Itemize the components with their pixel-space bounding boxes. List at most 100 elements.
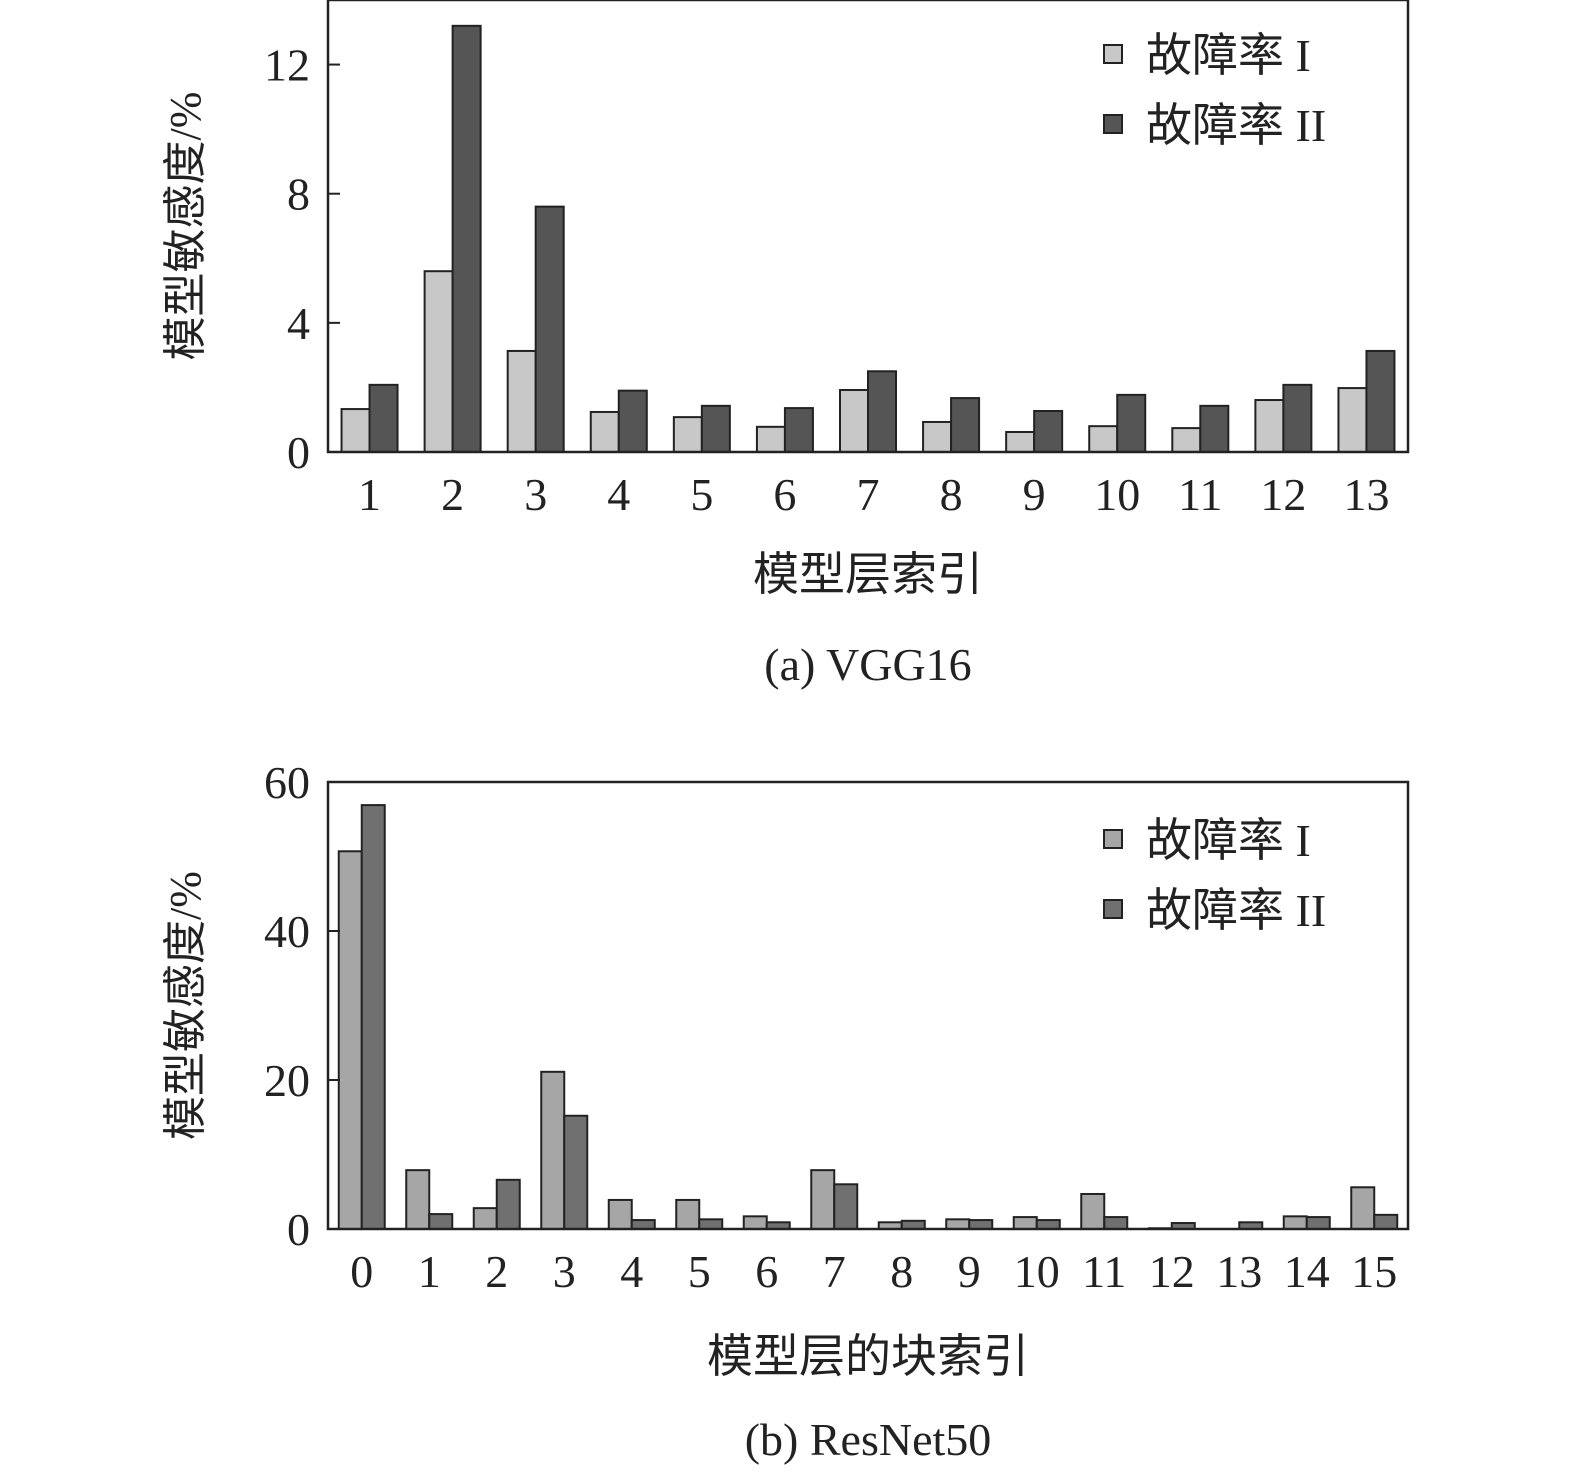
bar-series1-6: [742, 1215, 768, 1230]
bar-series1-2: [423, 270, 454, 454]
bar-series2-9: [1033, 409, 1064, 453]
chart-caption: (b) ResNet50: [745, 1414, 992, 1465]
bar-series1-5: [672, 416, 703, 454]
x-tick-label: 10: [1014, 1246, 1060, 1297]
x-tick-label: 11: [1178, 469, 1222, 520]
y-tick-label: 4: [287, 298, 310, 349]
bar-series2-12: [1282, 383, 1313, 453]
bar-series2-2: [495, 1178, 521, 1230]
x-tick-label: 14: [1284, 1246, 1330, 1297]
bar-series1-11: [1171, 427, 1202, 454]
bar-series1-1: [405, 1169, 431, 1231]
legend-swatch: [1103, 899, 1123, 919]
bar-series2-13: [1365, 349, 1396, 453]
x-tick-label: 12: [1149, 1246, 1195, 1297]
bar-series1-3: [540, 1070, 566, 1231]
bar-series2-4: [617, 389, 648, 453]
bar-series2-9: [968, 1219, 994, 1231]
bar-series1-6: [755, 425, 786, 453]
x-tick-label: 2: [485, 1246, 508, 1297]
y-tick-label: 60: [264, 757, 310, 808]
x-tick-label: 3: [524, 469, 547, 520]
bar-series1-3: [506, 349, 537, 453]
bar-series1-13: [1337, 387, 1368, 453]
bar-series1-15: [1350, 1186, 1376, 1231]
y-tick-label: 8: [287, 169, 310, 220]
bar-series2-15: [1373, 1213, 1399, 1230]
bar-series2-3: [563, 1114, 589, 1231]
x-tick-label: 7: [857, 469, 880, 520]
y-axis-label: 模型敏感度/%: [161, 92, 210, 361]
bar-series2-5: [700, 404, 731, 453]
bar-series2-8: [950, 397, 981, 453]
bar-series2-6: [783, 407, 814, 454]
bar-series2-0: [360, 804, 386, 1230]
legend-label: 故障率 I: [1146, 30, 1311, 81]
bar-series2-7: [867, 370, 897, 453]
x-tick-label: 4: [620, 1246, 643, 1297]
y-tick-label: 20: [264, 1055, 310, 1106]
bar-series1-4: [589, 410, 620, 454]
bar-series1-9: [945, 1218, 971, 1230]
bar-series1-0: [337, 850, 363, 1230]
x-tick-label: 4: [607, 469, 630, 520]
x-tick-label: 1: [418, 1246, 441, 1297]
bar-series1-4: [607, 1198, 633, 1230]
bar-series1-7: [839, 389, 869, 453]
bar-series2-11: [1103, 1216, 1129, 1230]
bar-series1-9: [1005, 430, 1036, 453]
x-tick-label: 3: [553, 1246, 576, 1297]
x-tick-label: 8: [890, 1246, 913, 1297]
legend-label: 故障率 II: [1146, 100, 1326, 151]
x-tick-label: 6: [773, 469, 796, 520]
y-tick-label: 40: [264, 906, 310, 957]
bar-series1-11: [1080, 1192, 1106, 1230]
x-axis-label: 模型层索引: [753, 549, 983, 600]
bar-series2-7: [833, 1183, 859, 1231]
chart-caption: (a) VGG16: [764, 639, 971, 690]
plot-frame: [326, 780, 1410, 1231]
bar-series1-10: [1088, 425, 1119, 453]
bar-series2-10: [1116, 393, 1147, 453]
bar-series2-4: [630, 1219, 656, 1231]
legend-label: 故障率 I: [1146, 815, 1311, 866]
bar-series1-7: [810, 1169, 836, 1231]
legend-swatch: [1103, 44, 1123, 64]
bar-series2-1: [428, 1213, 454, 1230]
x-tick-label: 11: [1082, 1246, 1126, 1297]
x-tick-label: 7: [823, 1246, 846, 1297]
bar-series1-12: [1254, 399, 1285, 453]
x-tick-label: 1: [358, 469, 381, 520]
x-tick-label: 12: [1260, 469, 1306, 520]
x-tick-label: 0: [350, 1246, 373, 1297]
x-tick-label: 9: [958, 1246, 981, 1297]
y-axis-label: 模型敏感度/%: [161, 871, 210, 1140]
legend-swatch: [1103, 829, 1123, 849]
bar-series2-14: [1305, 1216, 1331, 1230]
bar-series1-5: [675, 1198, 701, 1230]
y-tick-label: 0: [287, 1204, 310, 1255]
bar-series1-1: [340, 408, 371, 453]
x-tick-label: 13: [1216, 1246, 1262, 1297]
bar-series2-1: [368, 383, 399, 453]
legend-swatch: [1103, 114, 1123, 134]
x-tick-label: 15: [1351, 1246, 1397, 1297]
x-tick-label: 5: [690, 469, 713, 520]
bar-series1-2: [472, 1207, 498, 1231]
plot-frame: [326, 0, 1410, 454]
bar-series2-10: [1035, 1219, 1061, 1231]
bar-series1-10: [1012, 1216, 1038, 1230]
x-axis-label: 模型层的块索引: [707, 1331, 1029, 1382]
x-tick-label: 2: [441, 469, 464, 520]
x-tick-label: 8: [940, 469, 963, 520]
bar-series1-14: [1282, 1215, 1308, 1230]
bar-series2-5: [698, 1218, 724, 1230]
x-tick-label: 5: [688, 1246, 711, 1297]
x-tick-label: 13: [1343, 469, 1389, 520]
x-tick-label: 6: [755, 1246, 778, 1297]
bar-series2-11: [1199, 404, 1230, 453]
legend-label: 故障率 II: [1146, 885, 1326, 936]
